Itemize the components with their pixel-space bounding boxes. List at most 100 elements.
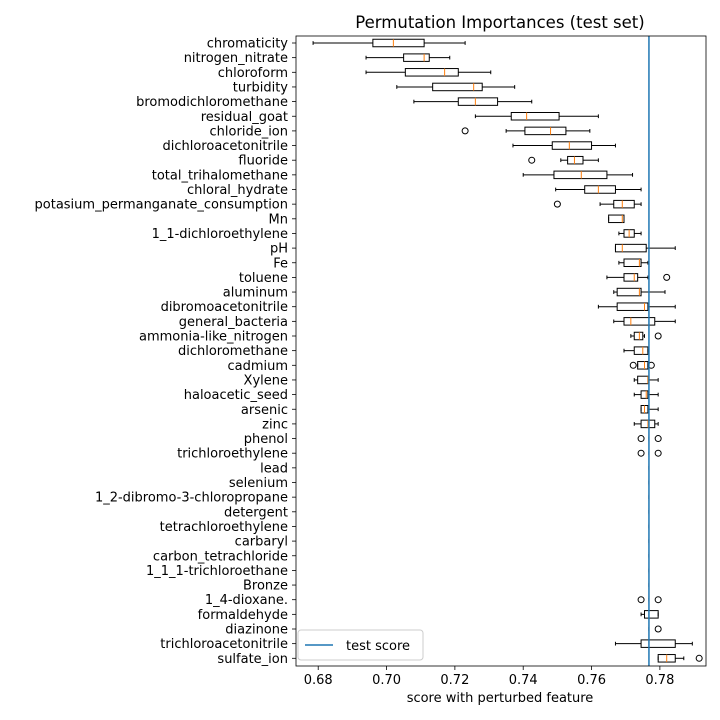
box [640, 390, 649, 399]
boxplot-ammonia-like_nitrogen [630, 331, 662, 341]
y-tick-label: 1_1-dichloroethylene [152, 227, 288, 242]
boxplot-nitrogen_nitrate [365, 53, 451, 62]
boxplot-aluminum [613, 287, 666, 297]
y-tick-label: 1_4-dioxane. [205, 593, 288, 608]
y-tick-label: Mn [269, 212, 288, 227]
boxplot-chloral_hydrate [555, 185, 642, 194]
outlier-point [528, 156, 536, 164]
y-tick-label: dibromoacetonitrile [161, 300, 288, 315]
y-tick-label: arsenic [241, 403, 288, 418]
boxplot-potasium_permanganate_consumption [553, 199, 642, 209]
y-tick-label: pH [270, 242, 288, 257]
boxplot-Mn [608, 214, 625, 224]
y-tick-label: potasium_permanganate_consumption [35, 198, 288, 213]
boxplot-zinc [633, 419, 659, 429]
y-tick-label: sulfate_ion [217, 652, 288, 667]
box [524, 126, 567, 136]
y-tick-label: carbon_tetrachloride [153, 549, 288, 564]
box [623, 273, 639, 282]
box [616, 287, 642, 297]
outlier-point [629, 361, 637, 369]
outlier-point [654, 625, 662, 633]
y-tick-label: selenium [229, 476, 288, 491]
y-tick-label: diazinone [225, 623, 288, 638]
boxplot-dichloromethane [623, 346, 649, 355]
legend-label-test-score: test score [346, 639, 410, 654]
box [567, 155, 584, 165]
outlier-point [637, 435, 645, 443]
box [372, 38, 425, 48]
boxplot-toluene [606, 273, 671, 282]
boxplot-residual_goat [474, 112, 599, 121]
y-tick-label: dichloroacetonitrile [162, 139, 288, 154]
boxplot-Xylene [633, 375, 659, 385]
boxplot-dibromoacetonitrile [597, 302, 676, 311]
y-tick-label: 1_1_1-trichloroethane [146, 564, 288, 579]
box [633, 346, 649, 355]
box [623, 317, 656, 326]
box [403, 53, 430, 62]
y-tick-label: bromodichloromethane [136, 95, 288, 110]
box [553, 170, 608, 180]
boxplot-fluoride [528, 155, 599, 165]
box [613, 199, 635, 209]
legend: test score [297, 629, 424, 661]
y-tick-label: chloride_ion [210, 124, 288, 139]
outlier-point [637, 596, 645, 604]
y-tick-label: phenol [244, 432, 288, 447]
box [510, 112, 560, 121]
box [404, 68, 459, 77]
boxplot-total_trihalomethane [522, 170, 634, 180]
x-tick-label: 0.76 [577, 673, 606, 688]
outlier-point [695, 654, 703, 662]
y-tick-label: ammonia-like_nitrogen [139, 330, 288, 345]
boxplot-pH [614, 243, 676, 253]
x-tick-label: 0.72 [440, 673, 469, 688]
boxplot-sulfate_ion [657, 654, 703, 663]
boxplot-turbidity [396, 82, 516, 92]
box [432, 82, 483, 92]
legend-frame [297, 629, 424, 661]
y-tick-label: total_trihalomethane [152, 168, 288, 183]
y-tick-label: chromaticity [207, 37, 289, 52]
chart-title: Permutation Importances (test set) [355, 13, 644, 32]
x-tick-label: 0.70 [372, 673, 401, 688]
y-tick-label: trichloroacetonitrile [160, 637, 288, 652]
y-tick-label: Fe [273, 256, 288, 271]
y-tick-label: chloroform [218, 66, 288, 81]
y-tick-label: Bronze [243, 579, 288, 594]
outlier-point [654, 449, 662, 457]
outlier-point [461, 127, 469, 135]
y-tick-label: residual_goat [201, 110, 288, 125]
y-tick-label: nitrogen_nitrate [184, 51, 288, 66]
box [551, 141, 593, 150]
y-tick-label: aluminum [223, 286, 288, 301]
y-tick-label: toluene [239, 271, 288, 286]
boxplot-general_bacteria [613, 317, 676, 326]
box [640, 639, 676, 648]
boxplot-chloroform [365, 68, 492, 77]
y-tick-label: cadmium [227, 359, 288, 374]
outlier-point [637, 449, 645, 457]
y-tick-label: general_bacteria [179, 315, 288, 330]
x-tick-label: 0.68 [304, 673, 333, 688]
outlier-point [663, 273, 671, 281]
boxplot-Fe [618, 258, 649, 267]
y-tick-label: chloral_hydrate [187, 183, 288, 198]
boxplot-chromaticity [312, 38, 466, 48]
outlier-point [553, 200, 561, 208]
y-axis-tick-labels: chromaticitynitrogen_nitratechloroformtu… [35, 37, 296, 667]
boxplot-chloride_ion [461, 126, 591, 136]
box [623, 258, 642, 267]
y-tick-label: 1_2-dibromo-3-chloropropane [95, 491, 288, 506]
y-tick-label: haloacetic_seed [184, 388, 288, 403]
y-tick-label: carbaryl [235, 535, 288, 550]
y-tick-label: tetrachloroethylene [160, 520, 288, 535]
box [633, 331, 644, 341]
box [457, 97, 499, 106]
outlier-point [654, 435, 662, 443]
x-tick-label: 0.74 [509, 673, 538, 688]
y-tick-label: detergent [224, 505, 288, 520]
